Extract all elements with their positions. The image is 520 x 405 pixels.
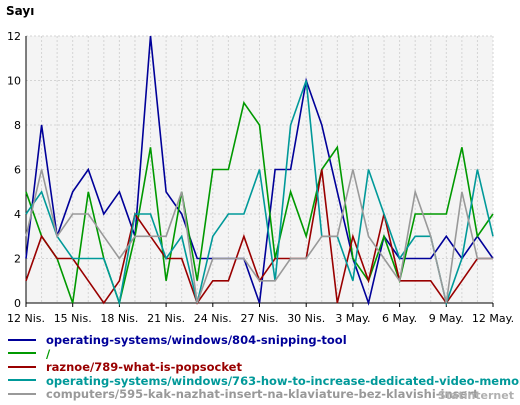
legend-swatch — [8, 352, 36, 354]
x-tick-label: 12 May. — [472, 312, 514, 325]
series-line-4 — [25, 80, 494, 307]
y-axis-label: Sayı — [6, 4, 34, 18]
x-tick-label: 18 Nis. — [100, 312, 138, 325]
x-tick-label: 27 Nis. — [240, 312, 278, 325]
x-tick-label: 21 Nis. — [147, 312, 185, 325]
legend-label: raznoe/789-what-is-popsocket — [46, 361, 242, 374]
y-tick-label: 6 — [14, 164, 21, 177]
x-tick-labels: 12 Nis. 15 Nis. 18 Nis. 21 Nis. 24 Nis. 27 Ni… — [7, 312, 514, 325]
legend-label: / — [46, 347, 51, 361]
y-tick-label: 0 — [14, 297, 21, 310]
y-tick-label: 4 — [14, 208, 21, 221]
legend-item-4: operating-systems/windows/763-how-to-inc… — [8, 375, 520, 389]
series-group — [25, 35, 494, 307]
x-tick-label: 15 Nis. — [54, 312, 92, 325]
y-tick-label: 12 — [7, 30, 21, 43]
x-tick-label: 12 Nis. — [7, 312, 45, 325]
legend-label: operating-systems/windows/763-how-to-inc… — [46, 374, 520, 388]
legend-item-1: operating-systems/windows/804-snipping-t… — [8, 334, 520, 348]
legend-swatch — [8, 365, 36, 368]
x-tick-label: 24 Nis. — [194, 312, 232, 325]
x-tick-label: 6 May. — [382, 312, 417, 325]
x-tick-label: 9 May. — [429, 312, 464, 325]
x-tick-label: 3 May. — [335, 312, 370, 325]
y-tick-label: 2 — [14, 253, 21, 266]
legend-label: operating-systems/windows/804-snipping-t… — [46, 334, 347, 347]
legend: operating-systems/windows/804-snipping-t… — [8, 334, 520, 402]
series-line-1 — [25, 35, 494, 306]
series-line-5 — [25, 169, 493, 304]
y-tick-label: 10 — [7, 75, 21, 88]
legend-swatch — [8, 392, 36, 395]
legend-swatch — [8, 379, 36, 381]
x-tick-label: 30 Nis. — [287, 312, 325, 325]
legend-item-5: computers/595-kak-nazhat-insert-na-klavi… — [8, 388, 520, 402]
legend-swatch — [8, 338, 36, 341]
legend-item-2: / — [8, 348, 520, 362]
watermark: Statinternet — [437, 389, 514, 402]
y-tick-labels: 0 2 4 6 8 10 12 — [7, 30, 21, 310]
legend-item-3: raznoe/789-what-is-popsocket — [8, 361, 520, 375]
line-chart: Sayı 0 2 4 6 8 10 12 12 Nis. 15 Nis. 18 Nis. 21 N… — [6, 4, 514, 325]
legend-label: computers/595-kak-nazhat-insert-na-klavi… — [46, 388, 479, 401]
y-tick-label: 8 — [14, 119, 21, 132]
